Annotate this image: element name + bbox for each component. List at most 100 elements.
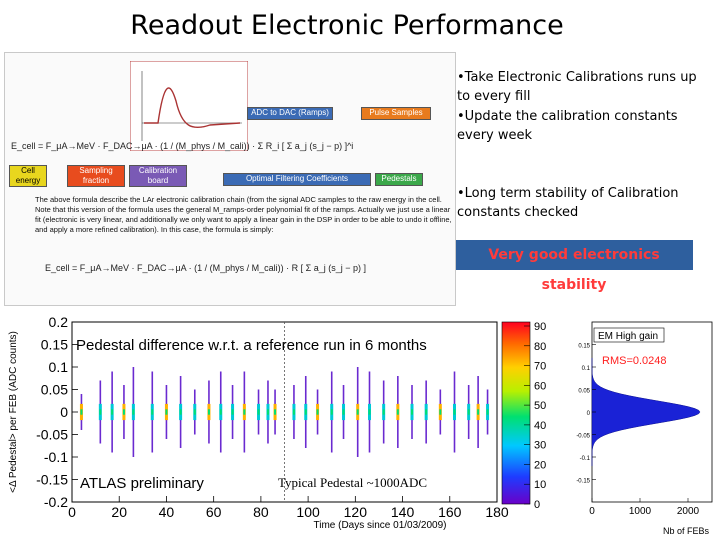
chart-title: Pedestal difference w.r.t. a reference r… — [76, 337, 427, 354]
hist-y-tick-label: 0.05 — [578, 389, 590, 395]
y-tick-label: -0.15 — [36, 472, 68, 488]
x-tick-label: 100 — [296, 504, 320, 520]
x-tick-label: 160 — [438, 504, 462, 520]
data-column-center — [193, 409, 196, 415]
hist-distribution — [591, 358, 701, 466]
data-column-center — [292, 409, 295, 415]
data-column-center — [453, 409, 456, 415]
x-tick-label: 0 — [68, 504, 76, 520]
y-tick-label: 0.05 — [41, 382, 68, 398]
pulse-shape-plot — [130, 61, 248, 151]
colorbar-gradient — [501, 321, 531, 505]
colorbar-tick-label: 90 — [534, 321, 546, 333]
colorbar-tick-label: 10 — [534, 479, 546, 491]
data-column-center — [467, 409, 470, 415]
hist-legend: EM High gain — [598, 331, 658, 342]
data-column-center — [266, 409, 269, 415]
tag-sampling-fraction: Sampling fraction — [67, 165, 125, 187]
data-column-center — [231, 409, 234, 415]
hist-x-tick-label: 1000 — [629, 506, 652, 517]
hist-legend-box — [593, 327, 665, 343]
data-column-center — [179, 409, 182, 415]
data-column-center — [342, 409, 345, 415]
stability-highlight: Very good electronics stability — [455, 240, 693, 293]
tag-pulse-samples: Pulse Samples — [361, 107, 431, 120]
data-column-center — [486, 409, 489, 415]
data-column-center — [257, 409, 260, 415]
data-column-center — [304, 409, 307, 415]
hist-rms-label: RMS=0.0248 — [602, 355, 667, 367]
data-column-center — [368, 409, 371, 415]
data-column-center — [356, 409, 359, 415]
y-tick-label: 0 — [60, 404, 68, 420]
bullet-long-term-stability: •Long term stability of Calibration cons… — [457, 186, 679, 220]
y-tick-label: 0.15 — [41, 337, 68, 353]
tag-ramps: ADC to DAC (Ramps) — [247, 107, 333, 120]
x-tick-label: 20 — [111, 504, 127, 520]
colorbar-tick-label: 50 — [534, 400, 546, 412]
hist-x-tick-label: 0 — [589, 506, 595, 517]
chart-ylabel: <Δ Pedestal> per FEB (ADC counts) — [8, 331, 19, 493]
x-tick-label: 60 — [206, 504, 222, 520]
formula-linear: E_cell = F_μA→MeV · F_DAC→μA · (1 / (M_p… — [45, 263, 367, 273]
data-column-center — [477, 409, 480, 415]
x-tick-label: 120 — [344, 504, 368, 520]
data-column-center — [80, 409, 83, 415]
tag-ofc: Optimal Filtering Coefficients — [223, 173, 371, 186]
colorbar: 90 80 70 60 50 40 30 20 10 0 — [501, 321, 546, 510]
bullet-calibrations: •Take Electronic Calibrations runs up to… — [457, 70, 697, 104]
colorbar-tick-label: 30 — [534, 440, 546, 452]
data-column-center — [165, 409, 168, 415]
data-column-center — [439, 409, 442, 415]
data-column-center — [330, 409, 333, 415]
hist-y-tick-label: 0.15 — [578, 344, 590, 350]
colorbar-tick-label: 70 — [534, 361, 546, 373]
hist-y-tick-label: -0.05 — [576, 434, 590, 440]
y-tick-label: 0.2 — [49, 314, 69, 330]
y-tick-label: -0.05 — [36, 427, 68, 443]
hist-y-tick-label: 0 — [587, 411, 591, 417]
data-column-center — [122, 409, 125, 415]
data-column-center — [243, 409, 246, 415]
data-column-center — [274, 409, 277, 415]
data-column-center — [219, 409, 222, 415]
x-tick-label: 40 — [159, 504, 175, 520]
y-tick-label: -0.1 — [44, 449, 68, 465]
data-column-center — [151, 409, 154, 415]
chart-xlabel: Time (Days since 01/03/2009) — [313, 520, 446, 531]
y-tick-label: 0.1 — [49, 359, 69, 375]
data-column-center — [396, 409, 399, 415]
data-column-center — [382, 409, 385, 415]
data-column-center — [425, 409, 428, 415]
hist-xlabel: Nb of FEBs — [663, 526, 710, 536]
x-tick-label: 140 — [391, 504, 415, 520]
atlas-preliminary-label: ATLAS preliminary — [80, 475, 204, 492]
tag-calibration-board: Calibration board — [129, 165, 187, 187]
pedestal-chart: 0.2 0.15 0.1 0.05 0 -0.05 -0.1 -0.15 -0.2 0 20 40 6… — [8, 314, 509, 531]
hist-y-tick-label: 0.1 — [582, 366, 591, 372]
hist-x-tick-label: 2000 — [677, 506, 700, 517]
rms-histogram: EM High gain RMS=0.0248 0.15 0.1 0.05 0 -0.0… — [576, 321, 713, 536]
colorbar-tick-label: 80 — [534, 341, 546, 353]
bullet-update-constants: •Update the calibration constants every … — [457, 109, 678, 143]
colorbar-tick-label: 0 — [534, 499, 540, 510]
slide-title: Readout Electronic Performance — [130, 10, 564, 41]
data-column-center — [132, 409, 135, 415]
x-tick-label: 180 — [485, 504, 509, 520]
data-column-center — [111, 409, 114, 415]
typical-pedestal-label: Typical Pedestal ~1000ADC — [278, 475, 427, 490]
tag-pedestals: Pedestals — [375, 173, 423, 186]
data-column-center — [99, 409, 102, 415]
hist-y-tick-label: -0.1 — [580, 456, 591, 462]
tag-cell-energy: Cell energy — [9, 165, 47, 187]
formula-panel: ADC to DAC (Ramps) Pulse Samples Cell en… — [4, 52, 456, 306]
colorbar-tick-label: 20 — [534, 459, 546, 471]
x-tick-label: 80 — [253, 504, 269, 520]
y-tick-label: -0.2 — [44, 494, 68, 510]
data-column-center — [411, 409, 413, 415]
formula-description: The above formula describe the LAr elect… — [35, 195, 452, 234]
hist-y-tick-label: -0.15 — [576, 479, 590, 485]
formula-general: E_cell = F_μA→MeV · F_DAC→μA · (1 / (M_p… — [11, 141, 354, 151]
data-column-center — [207, 409, 210, 415]
colorbar-tick-label: 40 — [534, 420, 546, 432]
